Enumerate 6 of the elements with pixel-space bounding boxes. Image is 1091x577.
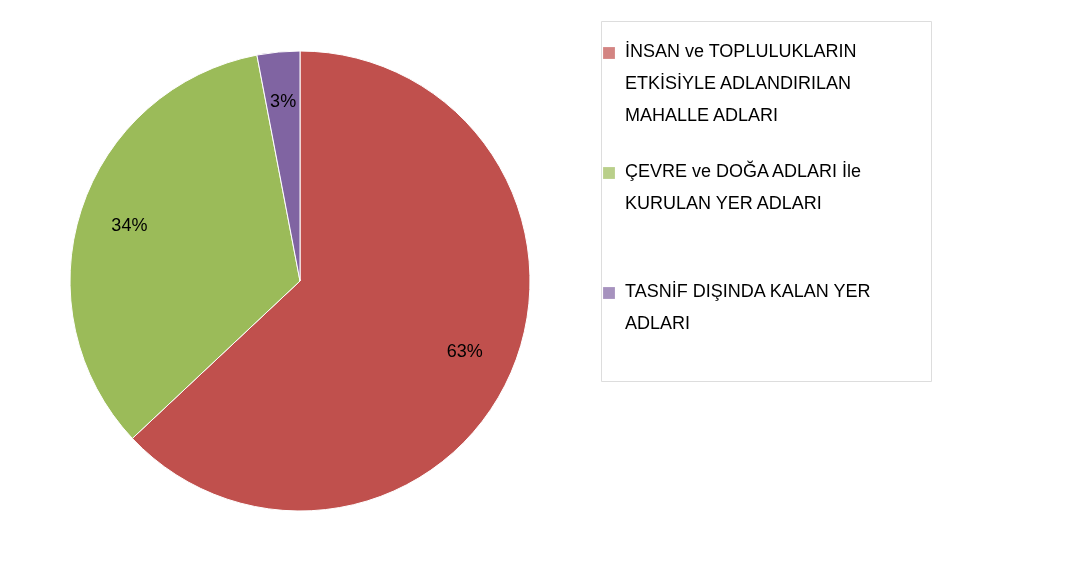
legend-label: ÇEVRE ve DOĞA ADLARI İle KURULAN YER ADLARI xyxy=(625,160,862,213)
legend-label: İNSAN ve TOPLULUKLARIN ETKİSİYLE ADLANDIRILAN MAHALLE ADLARI xyxy=(625,41,857,125)
data-label: 63% xyxy=(446,341,483,362)
data-label: 34% xyxy=(111,214,148,235)
data-label: 3% xyxy=(270,91,297,112)
legend-label: TASNİF DIŞINDA KALAN YER ADLARI xyxy=(625,281,871,333)
